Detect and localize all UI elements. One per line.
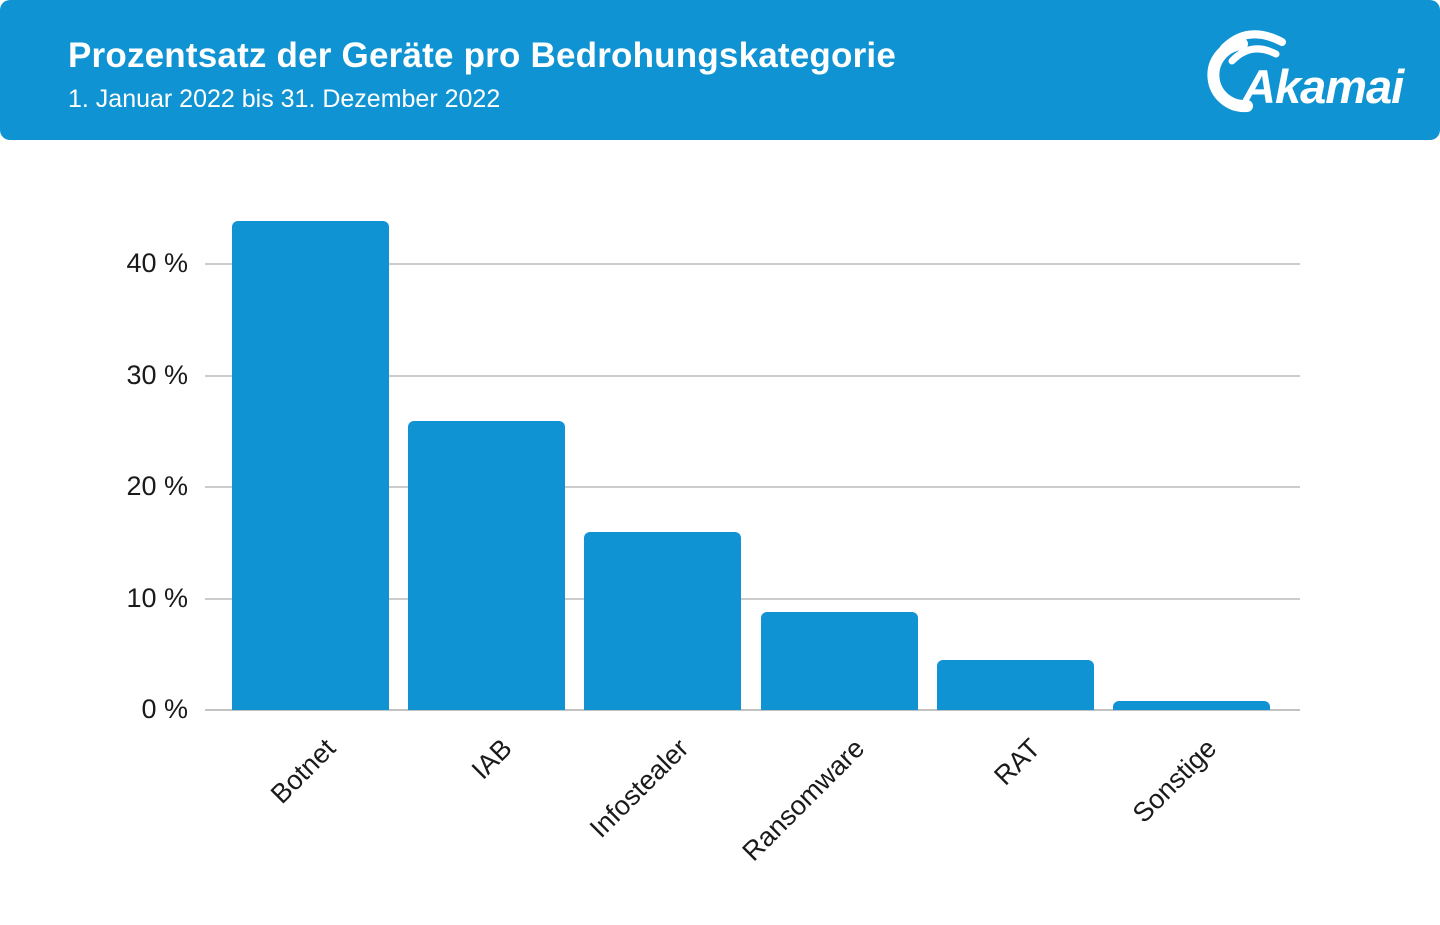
bar-iab	[408, 421, 566, 710]
x-axis-label-rat: RAT	[988, 733, 1047, 791]
gridline-40pct	[205, 263, 1300, 265]
akamai-swoosh-icon: Akamai	[1207, 30, 1406, 113]
header-banner: Prozentsatz der Geräte pro Bedrohungskat…	[0, 0, 1440, 140]
bar-infostealer	[584, 531, 742, 710]
page-subtitle: 1. Januar 2022 bis 31. Dezember 2022	[68, 85, 501, 113]
y-axis-tick-label: 0 %	[141, 694, 188, 724]
y-axis-tick-label: 30 %	[126, 359, 188, 390]
bar-sonstige	[1113, 701, 1270, 710]
x-axis-label-iab: IAB	[465, 733, 518, 785]
x-axis-label-botnet: Botnet	[265, 733, 342, 810]
y-axis-tick-label: 10 %	[126, 582, 188, 613]
bar-ransomware	[760, 611, 918, 710]
gridline-20pct	[205, 486, 1300, 488]
akamai-wordmark: Akamai	[1241, 60, 1405, 113]
y-axis-tick-label: 20 %	[126, 471, 188, 501]
gridline-0pct	[205, 709, 1300, 711]
x-axis-label-infostealer: Infostealer	[583, 733, 695, 844]
bar-botnet	[232, 220, 389, 710]
x-axis-label-sonstige: Sonstige	[1127, 733, 1223, 829]
x-axis-label-ransomware: Ransomware	[736, 733, 871, 867]
bar-chart: 40 % 30 % 20 % 10 % 0 % Botnet IAB Infostealer R…	[0, 140, 1440, 925]
y-axis-tick-label: 40 %	[126, 248, 188, 278]
gridline-10pct	[205, 597, 1300, 600]
page-title: Prozentsatz der Geräte pro Bedrohungskat…	[68, 36, 896, 75]
akamai-logo: Akamai	[1198, 26, 1406, 121]
gridline-30pct	[205, 374, 1300, 377]
bar-rat	[936, 659, 1094, 710]
